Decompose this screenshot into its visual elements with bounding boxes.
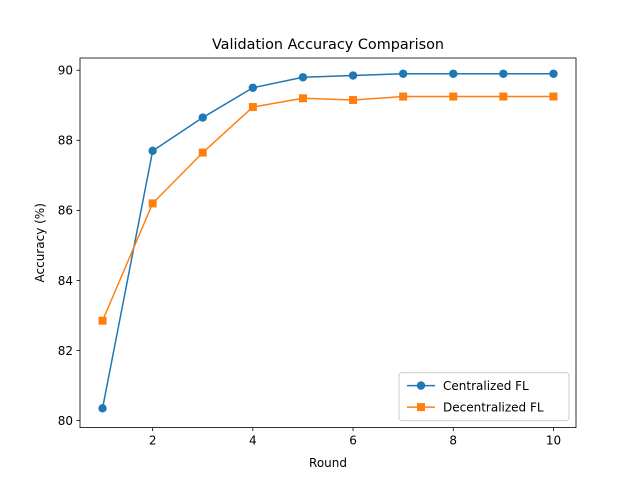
series-line-decentralized-fl bbox=[101, 95, 554, 322]
data-point-decentralized-fl bbox=[298, 94, 307, 103]
data-point-centralized-fl bbox=[449, 69, 458, 78]
data-point-centralized-fl bbox=[148, 146, 157, 156]
plot-frame bbox=[79, 57, 577, 429]
legend-box bbox=[398, 372, 570, 422]
data-point-decentralized-fl bbox=[499, 92, 508, 101]
series-layer bbox=[98, 69, 558, 413]
legend-label-centralized-fl: Centralized FL bbox=[443, 379, 529, 393]
data-point-centralized-fl bbox=[549, 69, 558, 78]
data-point-centralized-fl bbox=[198, 113, 207, 122]
data-point-centralized-fl bbox=[248, 83, 258, 92]
x-axis-label: Round bbox=[309, 456, 347, 470]
y-tick-label: 88 bbox=[58, 134, 73, 148]
x-tick-label: 10 bbox=[546, 434, 561, 448]
legend: Centralized FL Decentralized FL bbox=[398, 372, 570, 422]
x-tick-label: 8 bbox=[449, 434, 457, 448]
legend-label-decentralized-fl: Decentralized FL bbox=[443, 400, 544, 414]
data-point-decentralized-fl bbox=[349, 96, 358, 105]
data-point-centralized-fl bbox=[499, 69, 508, 78]
data-point-centralized-fl bbox=[398, 69, 408, 78]
x-tick-label: 6 bbox=[349, 434, 357, 448]
legend-marker-decentralized-fl bbox=[417, 403, 425, 412]
y-tick-label: 86 bbox=[58, 204, 73, 218]
data-point-decentralized-fl bbox=[198, 148, 207, 157]
data-point-decentralized-fl bbox=[98, 316, 107, 325]
x-tick-label: 2 bbox=[149, 434, 157, 448]
y-tick-label: 90 bbox=[58, 64, 73, 78]
x-tick-label: 4 bbox=[249, 434, 257, 448]
data-point-centralized-fl bbox=[348, 71, 358, 80]
data-point-decentralized-fl bbox=[549, 92, 558, 101]
data-point-centralized-fl bbox=[298, 73, 308, 82]
legend-marker-centralized-fl bbox=[416, 381, 426, 390]
data-point-decentralized-fl bbox=[248, 103, 257, 112]
y-tick-label: 80 bbox=[58, 414, 73, 428]
y-tick-label: 84 bbox=[58, 274, 73, 288]
y-axis: 80 82 84 86 88 90 bbox=[58, 64, 80, 428]
data-point-centralized-fl bbox=[98, 404, 107, 413]
y-tick-label: 82 bbox=[58, 344, 73, 358]
data-point-decentralized-fl bbox=[449, 92, 458, 101]
series-line-centralized-fl bbox=[101, 73, 554, 409]
y-axis-label: Accuracy (%) bbox=[33, 203, 47, 282]
x-axis: 2 4 6 8 10 bbox=[149, 427, 561, 448]
data-point-decentralized-fl bbox=[399, 92, 408, 101]
data-point-decentralized-fl bbox=[148, 199, 157, 208]
chart-title: Validation Accuracy Comparison bbox=[212, 37, 444, 53]
